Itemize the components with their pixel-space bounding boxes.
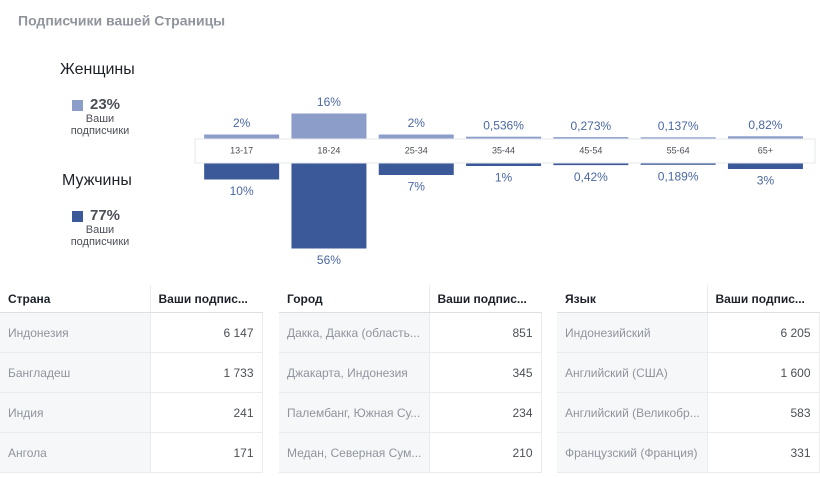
bar [378,134,454,139]
table-row: Дакка, Дакка (область... 851 [279,312,542,353]
column-header: Ваши подпис... [149,285,262,313]
bar [291,113,367,139]
bar [727,163,803,169]
cell-name: Медан, Северная Сум... [279,432,429,473]
value-label: 0,536% [483,118,524,132]
table-row: Английский (Великобр... 583 [557,392,820,433]
table-row: Бангладеш 1 733 [0,352,263,393]
x-tick-label: 25-34 [405,145,428,155]
value-label: 0,273% [570,119,611,133]
bar [204,163,280,180]
value-label: 10% [230,184,254,198]
header-row: Язык Ваши подпис... [557,285,819,313]
table-row: Индонезия 6 147 [0,312,263,353]
cell-name: Ангола [0,432,150,473]
cell-name: Английский (Великобр... [557,392,707,433]
cell-name: Индонезийский [557,312,707,353]
table-row: Английский (США) 1 600 [557,352,820,393]
x-tick-label: 55-64 [667,145,690,155]
cell-value: 331 [706,432,820,473]
cell-name: Бангладеш [0,352,150,393]
chart: Подписчики вашей Страницы 13-17 2% 10% 18-2… [18,13,816,267]
table: Язык Ваши подпис... Индонезийский 6 205 Англ… [557,285,820,473]
cell-value: 851 [428,312,542,353]
cell-value: 1 600 [706,352,820,393]
x-tick-label: 45-54 [579,145,602,155]
table-row: Ангола 171 [0,432,263,473]
x-tick-label: 35-44 [492,145,515,155]
cell-value: 583 [706,392,820,433]
x-tick-label: 18-24 [317,145,340,155]
column-header: Город [279,285,429,313]
column-header: Язык [557,285,707,313]
value-label: 16% [317,95,341,109]
legend-total: 77% [90,207,121,224]
x-tick-label: 13-17 [230,145,253,155]
chart-title: Подписчики вашей Страницы [18,13,225,29]
column-header: Ваши подпис... [428,285,541,313]
value-label: 3% [757,174,775,188]
value-label: 1% [495,171,513,185]
bar [291,163,367,249]
table-row: Индонезийский 6 205 [557,312,820,353]
value-label: 0,189% [658,169,699,183]
column-header: Страна [0,285,150,313]
x-tick-label: 65+ [758,145,773,155]
legend-caption: Ваши подписчики [70,224,130,248]
cell-value: 210 [428,432,542,473]
legend-total: 23% [90,96,121,113]
legend-swatch [72,211,83,222]
value-label: 56% [317,253,341,267]
cell-name: Индонезия [0,312,150,353]
table: Город Ваши подпис... Дакка, Дакка (область… [279,285,542,473]
bar [727,136,803,139]
value-label: 7% [408,180,426,194]
legend-label: Мужчины [62,172,132,189]
axis-band [194,138,816,164]
legend-swatch [72,100,83,111]
cell-value: 241 [149,392,263,433]
legend-caption: Ваши подписчики [70,113,130,137]
header-row: Город Ваши подпис... [279,285,541,313]
value-label: 0,42% [574,170,608,184]
cell-name: Палембанг, Южная Су... [279,392,429,433]
legend-label: Женщины [60,61,135,78]
cell-value: 6 147 [149,312,263,353]
bar [553,163,629,166]
bar [466,163,542,166]
cell-value: 345 [428,352,542,393]
column-header: Ваши подпис... [706,285,819,313]
cell-value: 234 [428,392,542,433]
value-label: 0,137% [658,119,699,133]
bar [204,134,280,139]
table-row: Палембанг, Южная Су... 234 [279,392,542,433]
cell-value: 171 [149,432,263,473]
cell-name: Французский (Франция) [557,432,707,473]
header-row: Страна Ваши подпис... [0,285,262,313]
table-row: Джакарта, Индонезия 345 [279,352,542,393]
table-row: Французский (Франция) 331 [557,432,820,473]
bar [466,136,542,139]
cell-name: Английский (США) [557,352,707,393]
bar [378,163,454,175]
value-label: 2% [233,116,251,130]
table-row: Индия 241 [0,392,263,433]
cell-name: Индия [0,392,150,433]
cell-value: 1 733 [149,352,263,393]
value-label: 2% [408,116,426,130]
cell-name: Дакка, Дакка (область... [279,312,429,353]
table-row: Медан, Северная Сум... 210 [279,432,542,473]
cell-name: Джакарта, Индонезия [279,352,429,393]
value-label: 0,82% [748,118,782,132]
cell-value: 6 205 [706,312,820,353]
table: Страна Ваши подпис... Индонезия 6 147 Бангла… [0,285,263,473]
